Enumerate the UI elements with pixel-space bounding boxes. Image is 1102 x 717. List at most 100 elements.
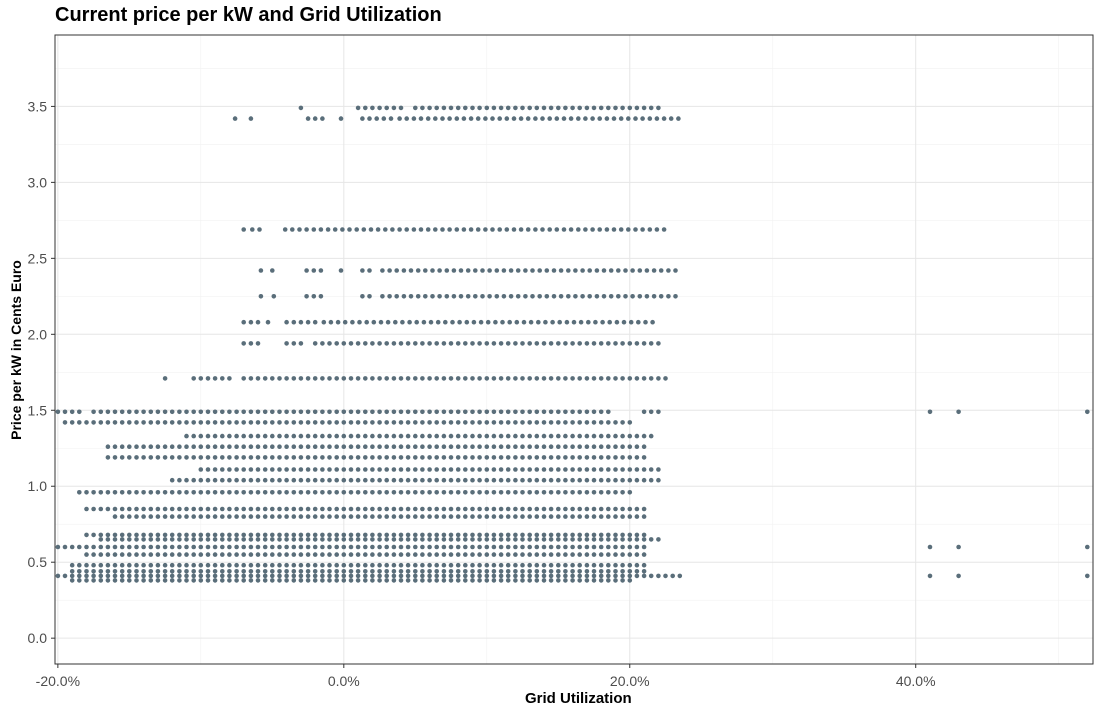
data-point [234, 578, 239, 583]
data-point [212, 409, 218, 415]
data-point [248, 444, 254, 450]
data-point [511, 116, 517, 121]
data-point [927, 409, 933, 415]
data-point [577, 105, 582, 111]
data-point [415, 268, 421, 273]
data-point [227, 477, 232, 483]
data-point [155, 514, 161, 519]
data-point [420, 467, 425, 472]
data-point [255, 506, 261, 512]
data-point [448, 514, 454, 519]
data-point [623, 294, 628, 299]
data-point [234, 532, 239, 538]
data-point [220, 573, 225, 579]
data-point [391, 552, 397, 557]
data-point [334, 506, 340, 512]
data-point [148, 455, 154, 460]
data-point [327, 409, 332, 415]
data-point [112, 420, 118, 425]
data-point [234, 409, 239, 415]
data-point [334, 477, 340, 483]
data-point [169, 532, 175, 538]
data-point [184, 420, 189, 425]
data-point [191, 537, 196, 542]
data-point [320, 420, 325, 425]
data-point [332, 227, 338, 232]
data-point [534, 578, 540, 583]
data-point [590, 116, 595, 121]
data-point [312, 490, 318, 495]
data-point [648, 433, 654, 439]
data-point [384, 477, 390, 483]
data-point [378, 319, 384, 325]
data-point [484, 490, 490, 495]
data-point [584, 477, 590, 483]
data-point [420, 537, 425, 542]
data-point [327, 562, 332, 568]
data-point [498, 506, 504, 512]
data-point [77, 420, 82, 425]
data-point [270, 455, 275, 460]
data-point [277, 506, 282, 512]
data-point [391, 105, 397, 111]
data-point [570, 490, 575, 495]
data-point [320, 569, 325, 574]
data-point [570, 467, 575, 472]
data-point [527, 514, 532, 519]
data-point [656, 341, 661, 346]
data-point [543, 319, 548, 325]
data-point [598, 562, 604, 568]
data-point [198, 569, 204, 574]
data-point [434, 467, 440, 472]
data-point [563, 376, 568, 381]
data-point [548, 433, 554, 439]
data-point [413, 569, 418, 574]
data-point [370, 105, 375, 111]
data-point [470, 532, 475, 538]
data-point [370, 537, 375, 542]
data-point [69, 409, 75, 415]
data-point [212, 490, 218, 495]
data-point [141, 409, 146, 415]
data-point [627, 544, 633, 550]
data-point [513, 506, 518, 512]
data-point [227, 544, 232, 550]
data-point [520, 573, 525, 579]
data-point [148, 569, 154, 574]
data-point [587, 294, 592, 299]
data-point [119, 569, 125, 574]
data-point [477, 552, 482, 557]
data-point [598, 544, 604, 550]
data-point [327, 569, 332, 574]
data-point [391, 409, 397, 415]
data-point [404, 227, 410, 232]
data-point [141, 455, 146, 460]
data-point [584, 376, 590, 381]
data-point [577, 444, 582, 450]
data-point [505, 467, 511, 472]
data-point [434, 444, 440, 450]
data-point [405, 552, 411, 557]
data-point [184, 552, 189, 557]
data-point [458, 268, 464, 273]
data-point [198, 573, 204, 579]
data-point [155, 420, 161, 425]
data-point [534, 544, 540, 550]
data-point [212, 569, 218, 574]
data-point [69, 569, 75, 574]
data-point [563, 544, 568, 550]
data-point [385, 319, 391, 325]
data-point [520, 455, 525, 460]
data-point [520, 341, 525, 346]
data-point [169, 544, 175, 550]
data-point [384, 467, 390, 472]
data-point [248, 532, 254, 538]
data-point [255, 420, 261, 425]
data-point [598, 455, 604, 460]
data-point [513, 552, 518, 557]
data-point [398, 420, 404, 425]
data-point [255, 409, 261, 415]
data-point [420, 376, 425, 381]
data-point [548, 409, 554, 415]
data-point [598, 477, 604, 483]
